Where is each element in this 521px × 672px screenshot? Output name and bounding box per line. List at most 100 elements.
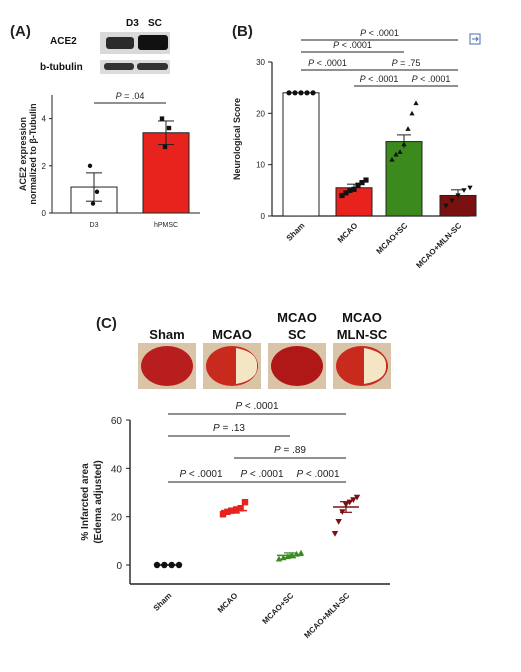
y-tick-label: 0: [42, 209, 47, 218]
panel-label-c: (C): [96, 315, 117, 332]
data-point: [363, 177, 369, 183]
x-tick-label: MCAO+SC: [375, 221, 410, 256]
data-point: [351, 186, 357, 192]
data-point: [87, 163, 93, 168]
y-tick-label: 10: [256, 161, 265, 170]
chart-a: 0 2 4 ACE2 expression normalized to β-Tubuli…: [18, 91, 200, 229]
data-point: [339, 192, 345, 199]
comparison-p-value: P = .13: [213, 423, 245, 434]
data-point: [401, 141, 407, 147]
data-point: [335, 518, 342, 525]
data-point: [166, 125, 172, 131]
brain-label-mcao-mln-line1: MCAO: [342, 310, 382, 325]
blot-ace2-band-sc: [138, 35, 168, 50]
comparison-p-value: P < .0001: [333, 40, 372, 50]
y-tick-label: 30: [256, 58, 265, 67]
data-point: [347, 187, 353, 193]
data-point: [409, 110, 415, 116]
data-point: [353, 494, 361, 501]
panel-label-b: (B): [232, 23, 253, 40]
brain-infarct-mcao: [236, 348, 258, 384]
bar: [282, 92, 320, 217]
panel-label-a: (A): [10, 23, 31, 40]
brain-slices: [138, 343, 391, 389]
y-tick-label: 60: [111, 416, 123, 427]
data-point: [219, 511, 227, 518]
comparison-p-value: P < .0001: [296, 469, 340, 480]
comparison-p-value: P < .0001: [360, 28, 399, 38]
data-point: [397, 149, 403, 154]
comparison-p-value: P < .0001: [360, 74, 399, 84]
data-point: [331, 531, 339, 537]
blot-row-btubulin: b-tubulin: [40, 62, 83, 73]
data-point: [304, 90, 310, 96]
bar: [385, 141, 423, 217]
y-tick-label: 2: [42, 162, 47, 171]
chart-b: 0 10 20 30 Neurological Score Sham MCAO MCAO+SC…: [232, 28, 477, 270]
data-point: [237, 505, 244, 512]
y-axis-label-line2: normalized to β-Tubulin: [28, 103, 38, 204]
y-axis-label: Neurological Score: [232, 98, 242, 180]
data-point: [467, 185, 473, 191]
data-point: [298, 90, 304, 96]
brain-label-sham: Sham: [149, 327, 184, 342]
x-tick-label: MCAO+MLN-SC: [414, 221, 463, 270]
data-point: [359, 180, 365, 186]
chart-c: 0 20 40 60 % Infarcted area (Edema adjusted) S…: [80, 401, 390, 640]
brain-infarct-mln-sc: [364, 348, 387, 384]
comparison-p-value: P < .0001: [179, 469, 223, 480]
y-axis-label-line2: (Edema adjusted): [93, 460, 104, 543]
data-point: [241, 498, 249, 506]
data-point: [461, 188, 467, 193]
comparison-p-value: P = .75: [392, 58, 421, 68]
x-tick-label: MCAO: [216, 591, 240, 615]
blot-row-ace2: ACE2: [50, 36, 77, 47]
x-tick-label: D3: [90, 222, 99, 229]
blot-tubulin-band-d3: [104, 63, 134, 70]
blot-ace2-band-d3: [106, 37, 134, 49]
comparison-p-value: P < .0001: [240, 469, 284, 480]
x-tick-label: Sham: [152, 591, 174, 613]
western-blot: D3 SC ACE2 b-tubulin: [40, 18, 170, 74]
brain-label-mcao-sc-line1: MCAO: [277, 310, 317, 325]
x-tick-label: MCAO+SC: [261, 591, 296, 626]
data-point: [405, 126, 411, 131]
data-point: [355, 182, 361, 188]
x-tick-label: MCAO: [336, 221, 360, 245]
y-axis-label-line1: ACE2 expression: [18, 117, 28, 191]
data-point: [162, 144, 168, 150]
y-tick-label: 20: [111, 513, 123, 524]
data-point: [94, 189, 100, 194]
data-point: [389, 156, 395, 162]
data-point: [413, 100, 419, 106]
brain-slice-labels: Sham MCAO MCAO SC MCAO MLN-SC: [149, 310, 388, 342]
data-point: [346, 499, 353, 506]
y-tick-label: 40: [111, 464, 123, 475]
x-tick-label: Sham: [285, 221, 307, 243]
data-point: [443, 203, 449, 209]
comparison-p-value: P = .04: [116, 91, 145, 101]
brain-label-mcao: MCAO: [212, 327, 252, 342]
brain-tissue-sc: [271, 346, 323, 386]
comparison-p-value: P < .0001: [235, 401, 279, 412]
brain-label-mcao-sc-line2: SC: [288, 327, 307, 342]
data-point: [159, 116, 165, 121]
data-point: [350, 497, 357, 503]
comparison-p-value: P = .89: [274, 445, 306, 456]
expand-icon[interactable]: [469, 33, 481, 45]
brain-tissue-sham: [141, 346, 193, 386]
y-axis-label-line1: % Infarcted area: [80, 463, 91, 541]
y-tick-label: 4: [42, 115, 47, 124]
blot-tubulin-band-sc: [137, 63, 168, 70]
blot-lane-sc: SC: [148, 18, 162, 29]
data-point: [90, 201, 96, 206]
brain-label-mcao-mln-line2: MLN-SC: [337, 327, 388, 342]
data-point: [393, 151, 399, 157]
data-point: [224, 508, 231, 516]
data-point: [286, 90, 292, 96]
bar: [335, 187, 373, 217]
y-tick-label: 20: [256, 109, 265, 118]
blot-lane-d3: D3: [126, 18, 139, 29]
x-tick-label: hPMSC: [154, 222, 178, 229]
